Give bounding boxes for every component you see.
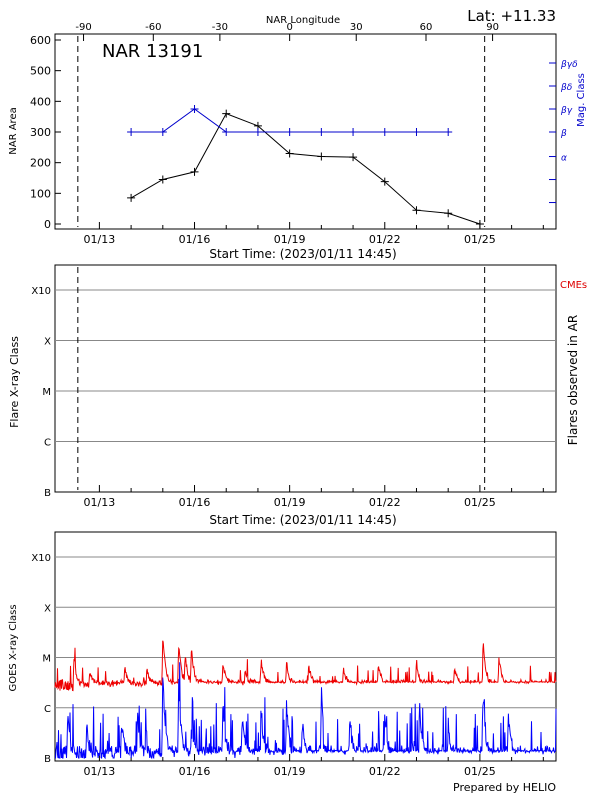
mag-class-point [158, 128, 167, 136]
nar-area-point [412, 206, 421, 215]
nar-area-line [130, 112, 481, 225]
mag-class-point [380, 128, 389, 136]
flare-class-y-axis-label: Flare X-ray Class [8, 336, 21, 428]
flare-class-x-axis-label: Start Time: (2023/01/11 14:45) [209, 513, 396, 527]
x-tick-label: 01/13 [84, 233, 116, 246]
y-tick-label: 100 [30, 187, 51, 200]
mag-class-tick-label: α [561, 154, 567, 164]
mag-class-point [444, 128, 453, 136]
mag-class-point [349, 128, 358, 136]
y-tick-label: 0 [44, 218, 51, 231]
goes-class-tick-label: M [42, 654, 51, 665]
flare-class-tick-label: X10 [31, 286, 51, 297]
nar-area-y-axis-label: NAR Area [8, 107, 19, 154]
x-tick-label: 01/16 [179, 496, 211, 509]
flare-class-tick-label: C [44, 438, 51, 449]
mag-class-point [317, 128, 326, 136]
goes-plot-frame [54, 531, 557, 762]
longitude-tick-label: -30 [212, 22, 228, 33]
nar-area-point [444, 209, 453, 218]
y-tick-label: 500 [30, 65, 51, 78]
mag-class-point [222, 128, 231, 136]
mag-class-tick-label: β [560, 129, 567, 139]
x-tick-label: 01/25 [464, 765, 496, 778]
nar-area-panel: NAR 13191 NAR Longitude Start Time: (202… [8, 15, 587, 261]
nar-area-point [127, 193, 136, 202]
x-tick-label: 01/25 [464, 233, 496, 246]
longitude-tick-label: 60 [420, 22, 433, 33]
x-tick-label: 01/19 [274, 233, 306, 246]
mag-class-tick-label: βγ [560, 106, 573, 116]
mag-class-point [412, 128, 421, 136]
flare-class-generated-marks: B C M X X10 01/13 01/16 01/19 01/22 01/25 [31, 267, 556, 509]
longitude-axis-label: NAR Longitude [266, 15, 340, 26]
region-title: NAR 13191 [102, 41, 203, 62]
mag-class-tick-label: βδ [560, 83, 573, 93]
longitude-tick-label: 0 [286, 22, 292, 33]
nar-area-point [285, 149, 294, 158]
x-tick-label: 01/13 [84, 765, 116, 778]
latitude-label: Lat: +11.33 [467, 7, 556, 25]
flare-class-panel: Start Time: (2023/01/11 14:45) Flare X-r… [8, 264, 587, 527]
goes-long-wavelength-line [54, 640, 557, 692]
nar-area-point [190, 167, 199, 176]
x-tick-label: 01/22 [369, 496, 401, 509]
mag-class-point [285, 128, 294, 136]
y-tick-label: 600 [30, 34, 51, 47]
nar-area-point [317, 152, 326, 161]
goes-short-wavelength-line [55, 662, 557, 760]
x-tick-label: 01/16 [179, 765, 211, 778]
nar-area-point [475, 220, 484, 228]
y-tick-label: 200 [30, 157, 51, 170]
mag-class-point [127, 128, 136, 136]
longitude-tick-label: -90 [75, 22, 91, 33]
prepared-by-credit: Prepared by HELIO [453, 781, 556, 794]
mag-class-tick-label: βγδ [560, 60, 578, 70]
longitude-tick-label: 90 [486, 22, 499, 33]
longitude-tick-label: 30 [350, 22, 363, 33]
goes-generated-marks: B C M X X10 01/13 01/16 01/19 01/22 01/25 [31, 553, 557, 778]
y-tick-label: 400 [30, 95, 51, 108]
longitude-tick-label: -60 [145, 22, 161, 33]
mag-class-point [253, 128, 262, 136]
x-tick-label: 01/22 [369, 765, 401, 778]
goes-class-tick-label: C [44, 704, 51, 715]
goes-y-axis-label: GOES X-ray Class [8, 604, 19, 691]
y-tick-label: 300 [30, 126, 51, 139]
nar-area-point [222, 109, 231, 118]
flare-class-tick-label: M [42, 387, 51, 398]
flare-class-tick-label: B [44, 488, 51, 499]
x-tick-label: 01/22 [369, 233, 401, 246]
mag-class-point [190, 105, 199, 113]
flare-class-plot-frame [54, 264, 557, 493]
nar-area-point [158, 175, 167, 184]
goes-class-tick-label: X [44, 603, 51, 614]
x-tick-label: 01/19 [274, 496, 306, 509]
flare-class-tick-label: X [44, 337, 51, 348]
goes-class-tick-label: B [44, 754, 51, 765]
goes-xray-panel: GOES X-ray Class B C M X X10 01/13 01/16 01/19 0… [8, 531, 557, 778]
nar-area-point [349, 153, 358, 162]
flares-observed-axis-label: Flares observed in AR [566, 315, 580, 445]
x-tick-label: 01/19 [274, 765, 306, 778]
goes-class-tick-label: X10 [31, 553, 51, 564]
nar-area-x-axis-label: Start Time: (2023/01/11 14:45) [209, 247, 396, 261]
x-tick-label: 01/13 [84, 496, 116, 509]
x-tick-label: 01/16 [179, 233, 211, 246]
nar-area-point [380, 177, 389, 186]
cme-legend-label: CMEs [560, 280, 587, 291]
mag-class-axis-label: Mag. Class [576, 73, 587, 127]
x-tick-label: 01/25 [464, 496, 496, 509]
